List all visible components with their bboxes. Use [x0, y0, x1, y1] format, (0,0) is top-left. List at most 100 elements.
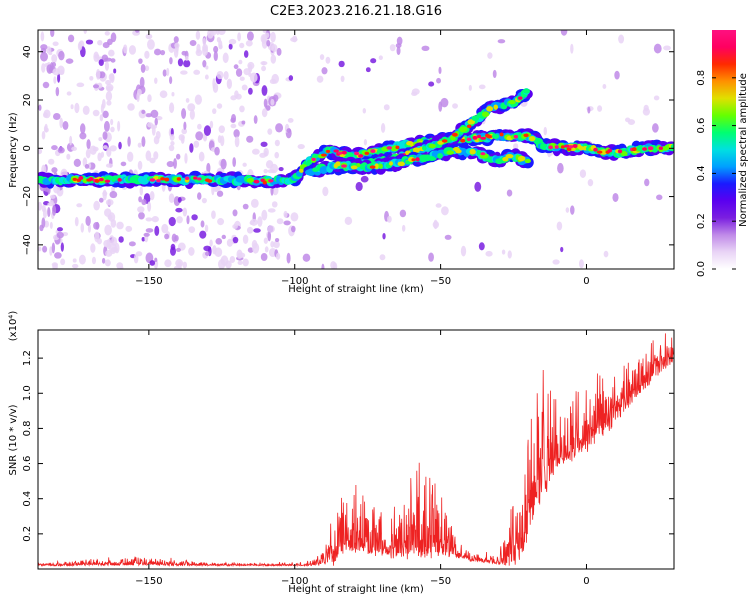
ridge-blob — [347, 152, 354, 158]
noise-speck — [209, 120, 214, 129]
ridge-blob — [156, 179, 161, 183]
noise-speck — [644, 178, 650, 187]
noise-speck — [230, 123, 237, 129]
noise-speck — [138, 196, 142, 203]
noise-speck — [149, 260, 156, 266]
noise-speck — [216, 190, 224, 197]
noise-speck — [184, 152, 188, 164]
noise-speck — [261, 85, 268, 96]
noise-speck — [214, 247, 223, 258]
noise-speck — [127, 103, 135, 111]
noise-speck — [40, 44, 48, 50]
noise-speck — [169, 134, 175, 141]
noise-speck — [263, 237, 269, 244]
noise-speck — [139, 76, 145, 88]
noise-speck — [49, 221, 53, 229]
noise-speck — [270, 54, 277, 64]
ridge-blob — [111, 175, 120, 181]
snr-series — [38, 333, 674, 568]
noise-speck — [259, 152, 267, 158]
noise-speck — [139, 186, 144, 196]
ridge-blob — [356, 162, 361, 168]
noise-speck — [411, 88, 420, 95]
ridge-blob — [353, 151, 360, 156]
spectrogram-frame — [37, 29, 675, 270]
noise-speck — [624, 117, 631, 123]
noise-speck — [76, 82, 85, 88]
ridge-blob — [262, 180, 267, 185]
noise-speck — [242, 162, 247, 167]
noise-speck — [260, 252, 268, 262]
noise-speck — [85, 215, 91, 227]
noise-speck — [612, 192, 619, 203]
noise-speck — [110, 32, 117, 43]
noise-speck — [104, 61, 110, 71]
ridge-blob — [338, 151, 343, 155]
ridge-blob — [524, 158, 531, 164]
noise-speck — [51, 262, 58, 267]
noise-speck — [570, 43, 574, 54]
noise-speck — [92, 84, 100, 89]
noise-speck — [360, 175, 369, 183]
noise-speck — [283, 210, 288, 218]
ridge-blob — [607, 148, 613, 153]
y-tick-label: 0.6 — [22, 456, 33, 472]
noise-speck — [202, 37, 207, 47]
ridge-blob — [513, 134, 519, 139]
ridge-blob — [415, 157, 420, 162]
noise-speck — [60, 258, 66, 266]
noise-speck — [108, 49, 115, 57]
noise-speck — [137, 142, 142, 148]
noise-speck — [264, 246, 269, 253]
y-tick-label: 1.0 — [22, 385, 33, 401]
noise-speck — [213, 45, 219, 53]
noise-speck — [40, 31, 45, 42]
noise-speck — [383, 104, 390, 111]
noise-speck — [274, 151, 280, 159]
noise-speck — [118, 236, 124, 243]
noise-speck — [58, 50, 65, 61]
noise-speck — [200, 220, 205, 228]
noise-speck — [136, 92, 140, 103]
y-tick-label: 1.2 — [22, 350, 33, 366]
noise-speck — [67, 34, 75, 43]
noise-speck — [380, 123, 386, 133]
ridge-blob — [253, 179, 260, 184]
noise-speck — [273, 240, 280, 249]
noise-speck — [51, 145, 58, 151]
noise-speck — [202, 60, 207, 68]
noise-speck — [147, 122, 154, 128]
noise-speck — [195, 49, 203, 57]
noise-speck — [154, 117, 158, 126]
ridge-blob — [437, 152, 443, 159]
noise-speck — [214, 146, 220, 156]
noise-speck — [399, 209, 407, 218]
ridge-blob — [460, 138, 466, 143]
noise-speck — [215, 238, 223, 245]
noise-speck — [216, 70, 224, 80]
ridge-blob — [411, 158, 416, 162]
noise-speck — [127, 136, 131, 147]
y-tick-label: −40 — [22, 234, 33, 255]
noise-speck — [344, 216, 353, 225]
noise-speck — [263, 98, 268, 108]
noise-speck — [105, 199, 114, 206]
noise-speck — [125, 225, 133, 232]
noise-speck — [276, 47, 282, 56]
noise-speck — [127, 151, 134, 162]
noise-speck — [109, 145, 117, 152]
noise-speck — [587, 179, 594, 187]
noise-speck — [60, 242, 64, 252]
noise-speck — [271, 44, 278, 52]
ridge-blob — [206, 179, 213, 183]
noise-speck — [587, 106, 591, 114]
spectrogram-panel: −150 −100 −50 0 −40 −20 0 20 40 Height of strai… — [8, 29, 675, 295]
noise-speck — [560, 246, 564, 253]
noise-speck — [102, 110, 109, 119]
noise-speck — [85, 148, 91, 159]
y-tick-label: 20 — [22, 94, 33, 107]
ridge-blob — [560, 145, 565, 149]
noise-speck — [104, 120, 110, 132]
snr-y-ticks: 0.2 0.4 0.6 0.8 1.0 1.2 — [22, 350, 674, 542]
noise-speck — [53, 76, 57, 84]
